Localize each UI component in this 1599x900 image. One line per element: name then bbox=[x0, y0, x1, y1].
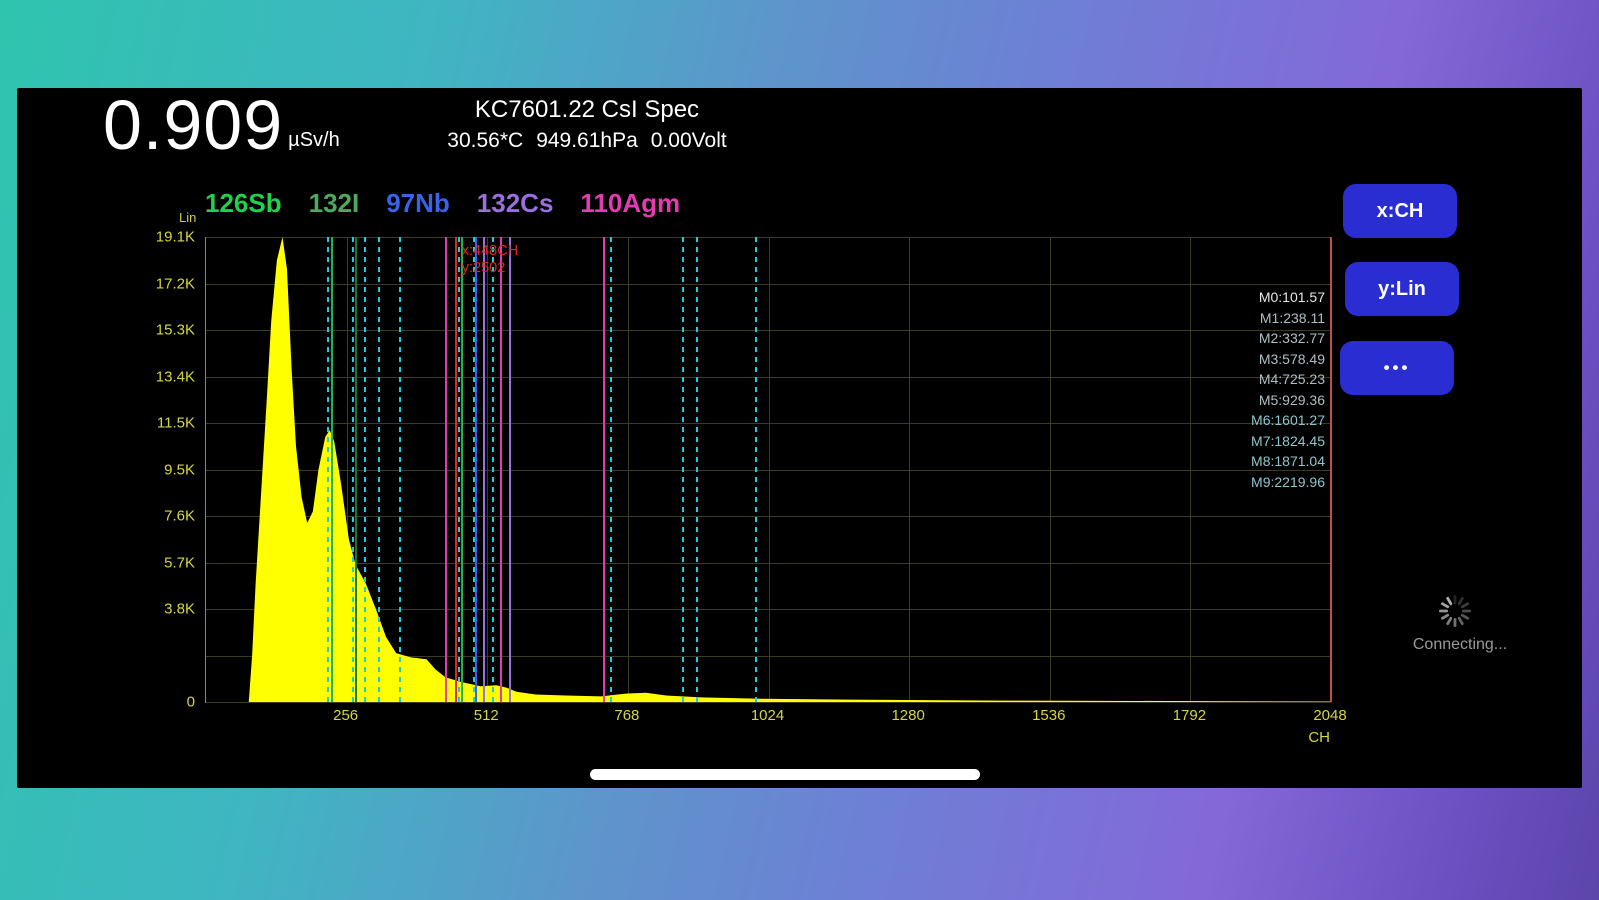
marker-line bbox=[1330, 237, 1332, 702]
marker-line bbox=[363, 237, 366, 702]
marker-value: M6:1601.27 bbox=[1251, 412, 1325, 428]
spectrum-chart[interactable]: M0:101.57 M1:238.11 M2:332.77 M3:578.49 M4:7… bbox=[205, 237, 1332, 703]
activity-spinner-icon bbox=[1437, 593, 1473, 629]
marker-value-list: M0:101.57 M1:238.11 M2:332.77 M3:578.49 M4:7… bbox=[1251, 287, 1325, 492]
marker-value: M1:238.11 bbox=[1259, 309, 1325, 326]
marker-value: M7:1824.45 bbox=[1251, 432, 1325, 449]
x-axis-tick-label: 1536 bbox=[1032, 707, 1066, 724]
x-axis-tick-label: 512 bbox=[473, 707, 499, 724]
marker-value: M4:725.23 bbox=[1258, 371, 1325, 387]
marker-line bbox=[472, 237, 475, 702]
cursor-line bbox=[454, 237, 457, 702]
marker-line bbox=[352, 237, 355, 702]
isotope-label[interactable]: 132Cs bbox=[476, 188, 554, 218]
marker-value: M2:332.77 bbox=[1258, 330, 1325, 346]
dose-rate-display: 0.909 µSv/h bbox=[103, 88, 340, 162]
x-axis-tick-label: 768 bbox=[614, 707, 640, 724]
cursor-readout-x: x:448CH bbox=[461, 243, 519, 259]
y-axis-tick-label: 7.6K bbox=[164, 507, 195, 525]
y-axis-labels: 19.1K 17.2K 15.3K 13.4K 11.5K 9.5K 7.6K 5.7K 3.8… bbox=[143, 229, 199, 711]
cursor-readout-y: y:2502 bbox=[461, 260, 506, 276]
x-axis-tick-label: 256 bbox=[333, 707, 359, 724]
y-scale-label: Lin bbox=[179, 210, 197, 225]
y-axis-tick-label: 19.1K bbox=[155, 228, 195, 246]
isotope-label[interactable]: 110Agm bbox=[580, 188, 681, 218]
device-title: KC7601.22 CsI Spec bbox=[474, 96, 700, 123]
x-axis-mode-button[interactable]: x:CH bbox=[1343, 184, 1457, 238]
marker-line bbox=[603, 237, 606, 702]
x-axis-tick-label: 1024 bbox=[750, 707, 785, 724]
grid-line-horizontal bbox=[206, 702, 1331, 703]
x-axis-tick-label: 1280 bbox=[891, 707, 925, 724]
spectrum-polygon bbox=[248, 237, 1331, 702]
y-axis-tick-label: 17.2K bbox=[155, 275, 195, 292]
grid-line-vertical bbox=[627, 237, 629, 702]
dose-rate-value: 0.909 bbox=[103, 86, 284, 164]
marker-line bbox=[755, 237, 758, 702]
y-axis-tick-label: 9.5K bbox=[164, 461, 195, 478]
marker-line bbox=[610, 237, 612, 702]
isotope-legend: 126Sb 132I 97Nb 132Cs 110Agm bbox=[205, 188, 680, 219]
marker-value: M3:578.49 bbox=[1258, 350, 1325, 367]
grid-line-vertical bbox=[909, 237, 911, 702]
y-axis-tick-label: 15.3K bbox=[155, 321, 195, 339]
x-axis-tick-label: 2048 bbox=[1313, 707, 1347, 724]
spectrum-area bbox=[248, 237, 1331, 702]
marker-line bbox=[398, 237, 401, 702]
more-options-button[interactable]: ••• bbox=[1340, 341, 1454, 395]
marker-line bbox=[458, 237, 461, 702]
marker-line bbox=[491, 237, 494, 702]
pressure-readout: 949.61hPa bbox=[536, 129, 638, 152]
app-screen: 0.909 µSv/h KC7601.22 CsI Spec 30.56*C 9… bbox=[17, 88, 1582, 788]
y-axis-tick-label: 13.4K bbox=[155, 368, 195, 385]
marker-line bbox=[444, 237, 447, 702]
marker-line bbox=[508, 237, 511, 702]
marker-line bbox=[499, 237, 502, 702]
y-axis-tick-label: 3.8K bbox=[164, 600, 195, 618]
x-axis-tick-label: 1792 bbox=[1172, 707, 1207, 724]
marker-line bbox=[461, 237, 464, 702]
grid-line-vertical bbox=[768, 237, 770, 702]
dose-rate-unit: µSv/h bbox=[288, 129, 340, 151]
grid-line-vertical bbox=[1190, 237, 1192, 702]
marker-line bbox=[482, 237, 485, 702]
cursor-readout: x:448CH y:2502 bbox=[462, 243, 518, 277]
marker-value: M8:1871.04 bbox=[1251, 453, 1325, 469]
marker-line bbox=[354, 237, 357, 702]
device-header: KC7601.22 CsI Spec 30.56*C 949.61hPa 0.0… bbox=[372, 96, 802, 153]
grid-line-vertical bbox=[346, 237, 348, 702]
marker-value: M9:2219.96 bbox=[1251, 473, 1325, 490]
x-axis-unit-label: CH bbox=[1308, 729, 1330, 746]
marker-line bbox=[378, 237, 381, 702]
y-axis-tick-label: 11.5K bbox=[156, 414, 195, 432]
isotope-label[interactable]: 97Nb bbox=[386, 188, 450, 218]
isotope-label[interactable]: 132I bbox=[308, 188, 360, 218]
marker-line bbox=[326, 237, 329, 702]
marker-line bbox=[682, 237, 684, 702]
isotope-label[interactable]: 126Sb bbox=[205, 188, 282, 218]
y-axis-tick-label: 0 bbox=[186, 693, 195, 711]
sensor-status-line: 30.56*C 949.61hPa 0.00Volt bbox=[372, 129, 802, 153]
marker-line bbox=[475, 237, 477, 702]
marker-line bbox=[330, 237, 333, 702]
voltage-readout: 0.00Volt bbox=[650, 129, 727, 152]
grid-line-vertical bbox=[487, 237, 489, 702]
y-axis-tick-label: 5.7K bbox=[164, 554, 195, 571]
y-axis-mode-button[interactable]: y:Lin bbox=[1345, 262, 1459, 316]
grid-line-vertical bbox=[1049, 237, 1051, 702]
marker-value: M5:929.36 bbox=[1258, 391, 1325, 408]
marker-line bbox=[695, 237, 698, 702]
home-indicator[interactable] bbox=[590, 769, 980, 780]
temperature-readout: 30.56*C bbox=[447, 129, 524, 152]
marker-value: M0:101.57 bbox=[1258, 289, 1325, 305]
connecting-status: Connecting... bbox=[1412, 636, 1508, 653]
x-axis-labels: 256 512 768 1024 1280 1536 1792 2048 bbox=[205, 707, 1347, 727]
